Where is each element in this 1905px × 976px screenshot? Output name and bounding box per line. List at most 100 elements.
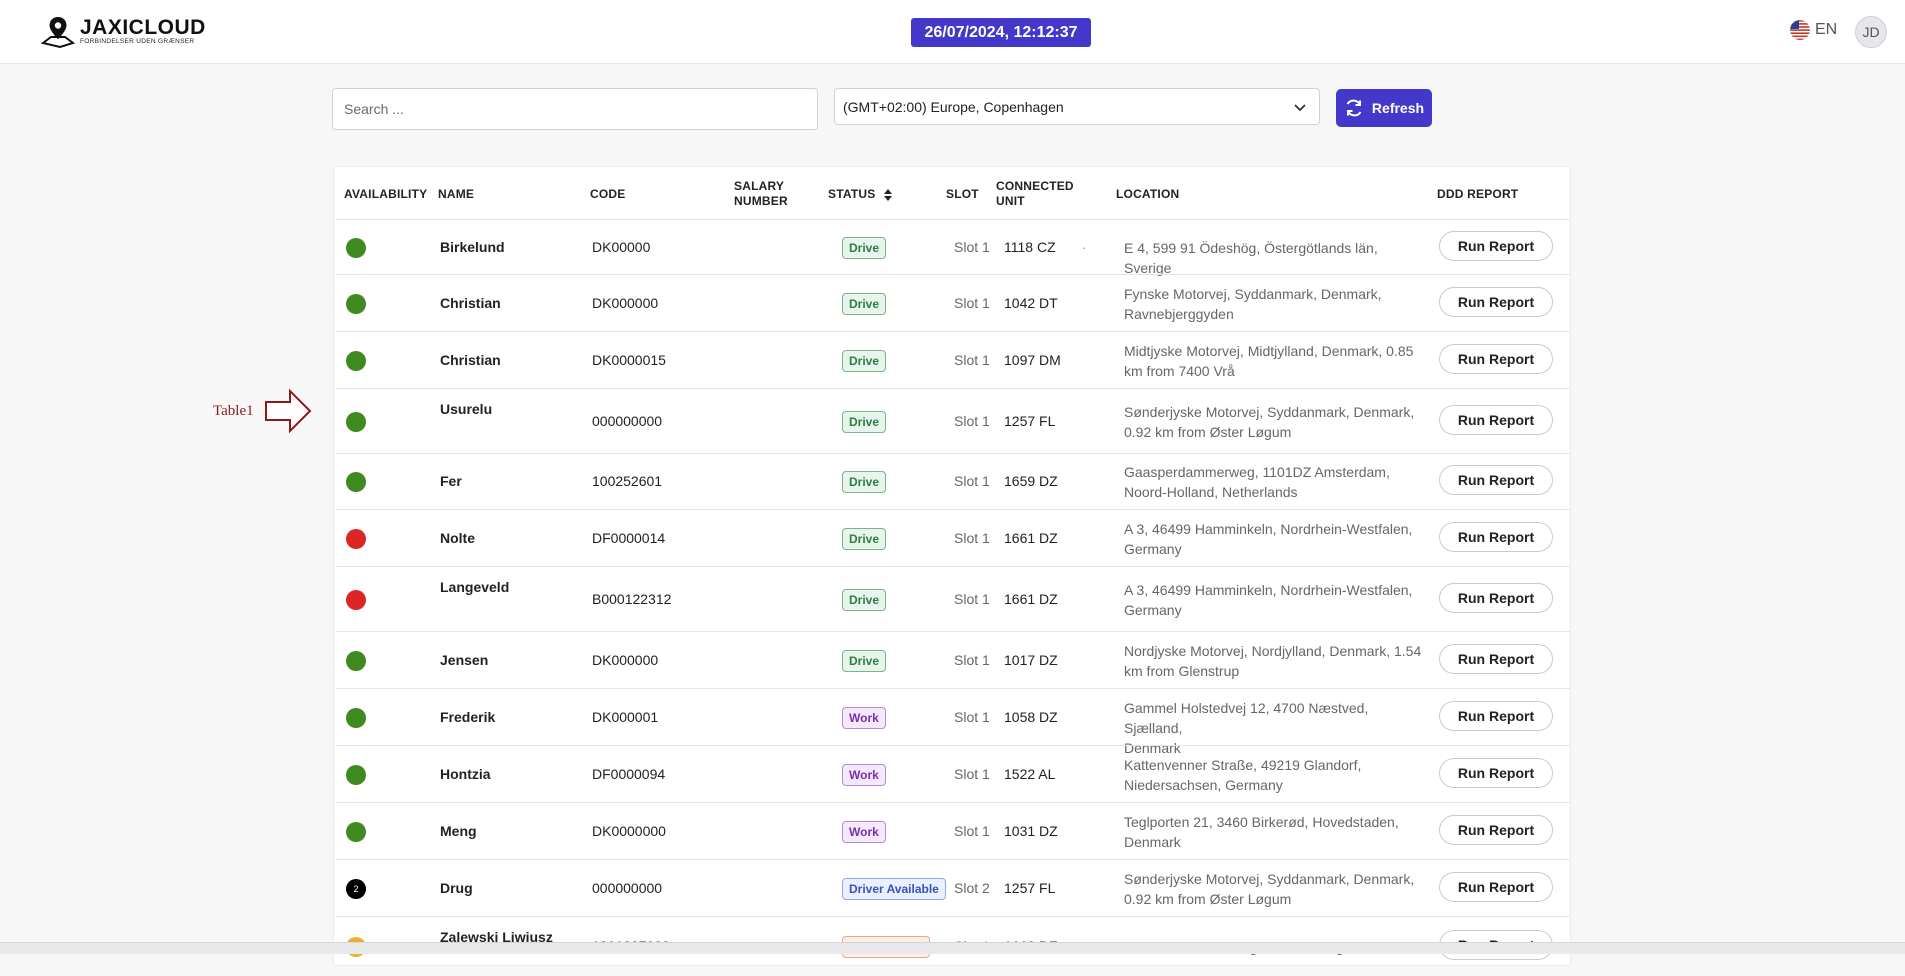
connected-unit: 1097 DM bbox=[1004, 352, 1061, 368]
run-report-button[interactable]: Run Report bbox=[1439, 231, 1553, 261]
location-text: Sønderjyske Motorvej, Syddanmark, Denmar… bbox=[1124, 402, 1424, 442]
chevron-down-icon bbox=[1294, 104, 1306, 112]
driver-name[interactable]: Langeveld bbox=[440, 579, 510, 595]
col-availability[interactable]: AVAILABILITY bbox=[344, 187, 428, 201]
user-avatar[interactable]: JD bbox=[1855, 16, 1887, 48]
driver-code: 000000000 bbox=[592, 880, 663, 896]
driver-name[interactable]: Meng bbox=[440, 823, 477, 839]
status-badge: Work bbox=[842, 821, 886, 843]
run-report-button[interactable]: Run Report bbox=[1439, 344, 1553, 374]
driver-code: 000000000 bbox=[592, 413, 663, 429]
driver-name[interactable]: Birkelund bbox=[440, 239, 505, 255]
language-selector[interactable]: EN bbox=[1790, 20, 1837, 40]
table-row[interactable]: Usurelu 000000000 Drive Slot 1 1257 FL Sønder… bbox=[336, 388, 1570, 453]
us-flag-icon bbox=[1790, 20, 1810, 40]
table-row[interactable]: Hontzia DF0000094 Work Slot 1 1522 AL Kattenv… bbox=[336, 745, 1570, 802]
location-line-1: Nordjyske Motorvej, Nordjylland, Denmark… bbox=[1124, 643, 1422, 659]
run-report-button[interactable]: Run Report bbox=[1439, 872, 1553, 902]
location-line-1: Gaasperdammerweg, 1101DZ Amsterdam, bbox=[1124, 464, 1390, 480]
table-row[interactable]: Birkelund DK00000 Drive Slot 1 1118 CZ · E 4, … bbox=[336, 219, 1570, 276]
table-row[interactable]: Christian DK000000 Drive Slot 1 1042 DT Fynsk… bbox=[336, 274, 1570, 331]
location-line-2: Niedersachsen, Germany bbox=[1124, 777, 1283, 793]
driver-code: DK000001 bbox=[592, 709, 659, 725]
run-report-button[interactable]: Run Report bbox=[1439, 815, 1553, 845]
connected-unit: 1257 FL bbox=[1004, 413, 1056, 429]
run-report-button[interactable]: Run Report bbox=[1439, 465, 1553, 495]
col-status[interactable]: STATUS bbox=[828, 187, 893, 202]
search-input[interactable] bbox=[332, 88, 818, 130]
location-text: Nordjyske Motorvej, Nordjylland, Denmark… bbox=[1124, 641, 1424, 681]
horizontal-scrollbar[interactable] bbox=[0, 942, 1905, 954]
connected-unit: 1661 DZ bbox=[1004, 591, 1058, 607]
connected-unit: 1058 DZ bbox=[1004, 709, 1058, 725]
logo[interactable]: JAXICLOUD FORBINDELSER UDEN GRÆNSER bbox=[40, 14, 206, 50]
table-row[interactable]: Fer 100252601 Drive Slot 1 1659 DZ Gaasperdam… bbox=[336, 453, 1570, 509]
location-line-1: Gammel Holstedvej 12, 4700 Næstved, Sjæl… bbox=[1124, 700, 1369, 736]
availability-indicator bbox=[346, 351, 366, 371]
location-line-2: Denmark bbox=[1124, 834, 1181, 850]
table-row[interactable]: Nolte DF0000014 Drive Slot 1 1661 DZ A 3, 464… bbox=[336, 509, 1570, 566]
location-line-1: A 3, 46499 Hamminkeln, Nordrhein-Westfal… bbox=[1124, 582, 1413, 598]
status-badge: Drive bbox=[842, 293, 887, 315]
driver-name[interactable]: Christian bbox=[440, 295, 501, 311]
driver-name[interactable]: Fer bbox=[440, 473, 462, 489]
table-row[interactable]: 2 Drug 000000000 Driver Available Slot 2 1257… bbox=[336, 859, 1570, 916]
location-line-1: Sønderjyske Motorvej, Syddanmark, Denmar… bbox=[1124, 871, 1415, 887]
col-name[interactable]: NAME bbox=[438, 187, 475, 201]
col-code[interactable]: CODE bbox=[590, 187, 626, 201]
location-line-1: A 3, 46499 Hamminkeln, Nordrhein-Westfal… bbox=[1124, 521, 1413, 537]
availability-indicator bbox=[346, 590, 366, 610]
location-line-2: km from 7400 Vrå bbox=[1124, 363, 1235, 379]
refresh-label: Refresh bbox=[1371, 100, 1425, 116]
annotation-label: Table1 bbox=[213, 402, 254, 419]
slot-value: Slot 1 bbox=[954, 709, 990, 725]
run-report-button[interactable]: Run Report bbox=[1439, 758, 1553, 788]
table-row[interactable]: Langeveld B000122312 Drive Slot 1 1661 DZ A 3… bbox=[336, 566, 1570, 631]
unit-extra-marker: · bbox=[1082, 239, 1087, 255]
driver-code: DF0000094 bbox=[592, 766, 666, 782]
driver-name[interactable]: Usurelu bbox=[440, 401, 493, 417]
location-line-1: E 4, 599 91 Ödeshög, Östergötlands län, … bbox=[1124, 240, 1378, 276]
run-report-button[interactable]: Run Report bbox=[1439, 701, 1553, 731]
location-line-2: Germany bbox=[1124, 602, 1182, 618]
driver-name[interactable]: Christian bbox=[440, 352, 501, 368]
col-status-label: STATUS bbox=[828, 187, 876, 201]
location-text: Gammel Holstedvej 12, 4700 Næstved, Sjæl… bbox=[1124, 698, 1424, 758]
run-report-button[interactable]: Run Report bbox=[1439, 287, 1553, 317]
table-header: AVAILABILITY NAME CODE SALARY NUMBER STA… bbox=[334, 167, 1570, 219]
driver-name[interactable]: Jensen bbox=[440, 652, 489, 668]
location-text: Teglporten 21, 3460 Birkerød, Hovedstade… bbox=[1124, 812, 1424, 852]
table-row[interactable]: Frederik DK000001 Work Slot 1 1058 DZ Gammel … bbox=[336, 688, 1570, 756]
col-slot[interactable]: SLOT bbox=[946, 187, 979, 201]
driver-name[interactable]: Hontzia bbox=[440, 766, 491, 782]
run-report-button[interactable]: Run Report bbox=[1439, 405, 1553, 435]
connected-unit: 1659 DZ bbox=[1004, 473, 1058, 489]
table-row[interactable]: Meng DK0000000 Work Slot 1 1031 DZ Teglporten… bbox=[336, 802, 1570, 859]
slot-value: Slot 1 bbox=[954, 823, 990, 839]
col-salary-number[interactable]: SALARY NUMBER bbox=[734, 179, 788, 209]
table-row[interactable]: Jensen DK000000 Drive Slot 1 1017 DZ Nordjysk… bbox=[336, 631, 1570, 688]
connected-unit: 1257 FL bbox=[1004, 880, 1056, 896]
driver-name[interactable]: Drug bbox=[440, 880, 473, 896]
col-connected-unit[interactable]: CONNECTED UNIT bbox=[996, 179, 1074, 209]
driver-name[interactable]: Nolte bbox=[440, 530, 475, 546]
driver-name[interactable]: Frederik bbox=[440, 709, 496, 725]
timezone-select[interactable]: (GMT+02:00) Europe, Copenhagen bbox=[834, 88, 1320, 125]
sort-icon[interactable] bbox=[884, 188, 893, 201]
driver-code: 100252601 bbox=[592, 473, 663, 489]
run-report-button[interactable]: Run Report bbox=[1439, 522, 1553, 552]
status-badge: Work bbox=[842, 764, 886, 786]
run-report-button[interactable]: Run Report bbox=[1439, 644, 1553, 674]
col-ddd-report[interactable]: DDD REPORT bbox=[1437, 187, 1519, 201]
refresh-button[interactable]: Refresh bbox=[1336, 89, 1432, 127]
run-report-button[interactable]: Run Report bbox=[1439, 583, 1553, 613]
col-location[interactable]: LOCATION bbox=[1116, 187, 1180, 201]
table-row[interactable]: Christian DK0000015 Drive Slot 1 1097 DM Midt… bbox=[336, 331, 1570, 388]
connected-unit: 1522 AL bbox=[1004, 766, 1056, 782]
driver-name[interactable]: Zalewski Liwiusz bbox=[440, 929, 553, 945]
availability-indicator bbox=[346, 238, 366, 258]
col-salary-line2: NUMBER bbox=[734, 194, 788, 208]
status-badge: Drive bbox=[842, 528, 887, 550]
slot-value: Slot 1 bbox=[954, 591, 990, 607]
driver-code: DK000000 bbox=[592, 295, 659, 311]
